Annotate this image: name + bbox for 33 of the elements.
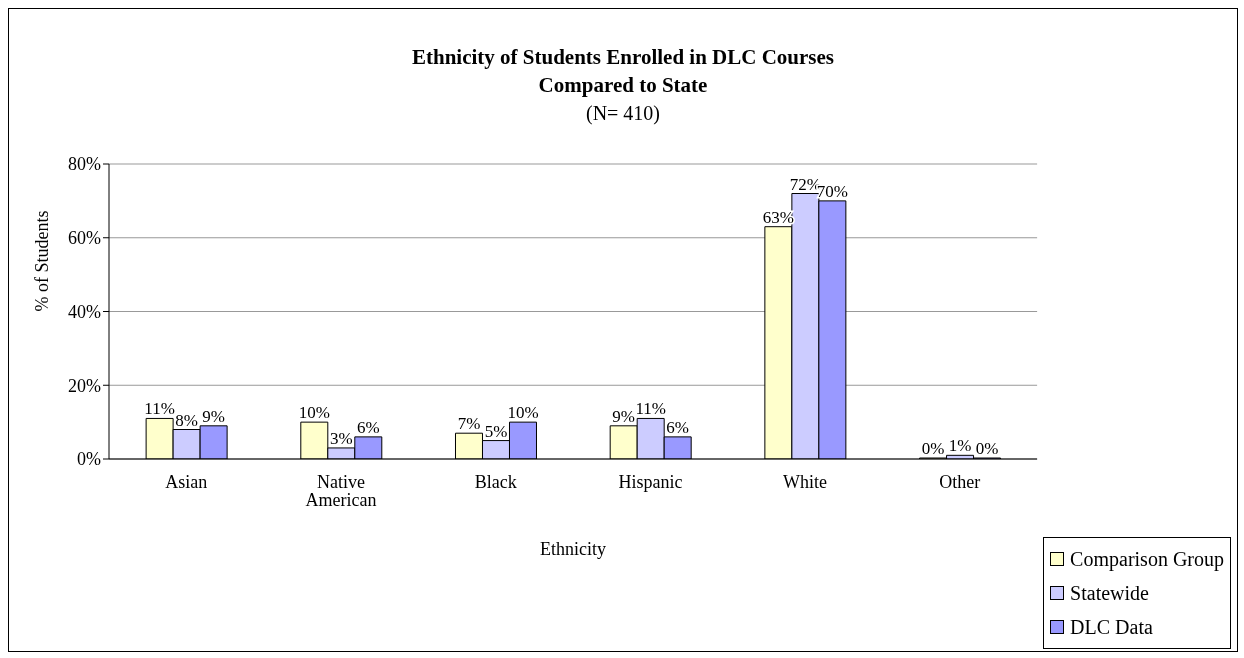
data-label: 8% xyxy=(175,410,198,430)
data-label: 11% xyxy=(635,399,666,419)
data-label: 0% xyxy=(975,439,999,458)
legend-label: Statewide xyxy=(1070,581,1149,606)
data-label: 6% xyxy=(666,417,690,437)
legend-label: DLC Data xyxy=(1070,615,1153,640)
data-label: 5% xyxy=(484,421,508,441)
y-tick-label: 20% xyxy=(68,375,101,396)
x-tick-label: Hispanic xyxy=(618,471,683,492)
data-label: 6% xyxy=(356,417,380,437)
data-label: 10% xyxy=(298,403,330,423)
data-label: 9% xyxy=(612,406,636,426)
x-tick-label: White xyxy=(783,471,828,492)
x-tick-label: Native American xyxy=(305,471,377,510)
data-label: 1% xyxy=(948,436,972,456)
y-tick-label: 0% xyxy=(77,449,101,470)
y-tick-label: 60% xyxy=(68,228,101,249)
y-axis-title: % of Students xyxy=(32,210,53,312)
chart-title: Ethnicity of Students Enrolled in DLC Courses Compared to State xyxy=(411,44,835,99)
data-label: 7% xyxy=(457,414,481,434)
chart-subtitle: (N= 410) xyxy=(584,101,661,127)
data-label: 9% xyxy=(202,406,225,426)
y-tick-label: 40% xyxy=(68,301,101,322)
y-tick-label: 80% xyxy=(68,154,101,175)
data-label: 10% xyxy=(507,403,539,423)
x-tick-label: Other xyxy=(939,471,981,492)
legend-label: Comparison Group xyxy=(1070,547,1224,573)
x-tick-label: Asian xyxy=(165,471,208,492)
data-label: 3% xyxy=(329,428,353,448)
data-label: 11% xyxy=(144,399,175,419)
x-axis-title: Ethnicity xyxy=(540,538,607,559)
data-label: 0% xyxy=(921,439,945,458)
x-tick-label: Black xyxy=(474,471,517,492)
